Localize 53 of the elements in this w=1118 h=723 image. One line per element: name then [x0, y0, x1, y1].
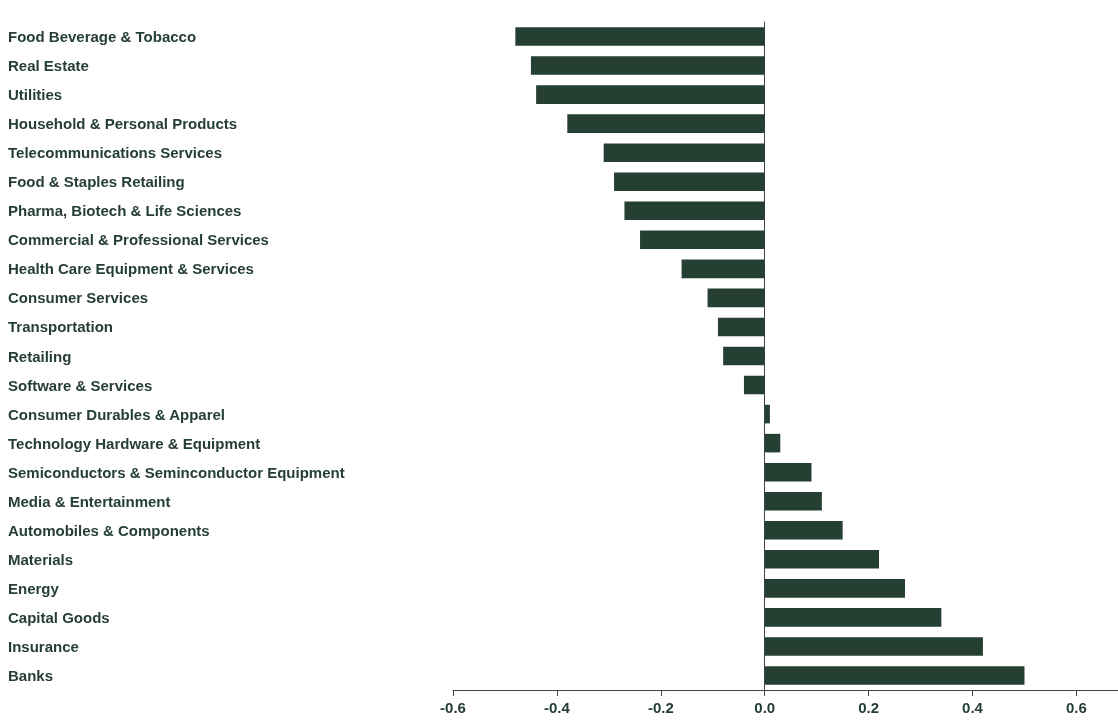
bar	[515, 27, 765, 46]
y-tick-label: Household & Personal Products	[8, 115, 238, 133]
y-tick-label: Retailing	[8, 347, 72, 365]
bar	[743, 375, 765, 395]
y-tick-label: Capital Goods	[8, 608, 110, 626]
bar	[764, 404, 770, 424]
y-tick-label: Energy	[8, 579, 60, 597]
bar	[764, 550, 880, 569]
y-tick-label: Materials	[8, 550, 74, 568]
bar	[764, 520, 843, 540]
bar	[723, 346, 765, 366]
bar	[614, 172, 765, 192]
y-tick-label: Media & Entertainment	[8, 492, 171, 510]
y-tick-label: Transportation	[8, 318, 114, 336]
bar	[624, 201, 765, 221]
bar	[764, 637, 983, 656]
y-tick-label: Real Estate	[8, 57, 89, 75]
bar	[603, 143, 765, 162]
y-tick-label: Utilities	[8, 86, 63, 104]
y-tick-label: Pharma, Biotech & Life Sciences	[8, 202, 242, 220]
y-tick-label: Automobiles & Components	[8, 521, 210, 539]
bar	[764, 462, 812, 482]
bar	[530, 56, 765, 75]
x-tick-label: 0.0	[754, 699, 776, 716]
y-tick-label: Software & Services	[8, 376, 153, 394]
x-tick-label: 0.2	[858, 699, 880, 716]
y-tick-label: Health Care Equipment & Services	[8, 260, 254, 278]
bar	[640, 230, 765, 250]
bar	[717, 317, 765, 337]
y-tick-label: Food & Staples Retailing	[8, 173, 185, 191]
bar	[764, 666, 1025, 685]
x-tick-label: 0.4	[962, 699, 984, 716]
bar	[764, 608, 942, 627]
y-tick-label: Telecommunications Services	[8, 144, 222, 162]
y-tick-label: Technology Hardware & Equipment	[8, 434, 261, 452]
x-tick-label: -0.4	[543, 699, 571, 716]
bar	[567, 114, 765, 133]
y-tick-label: Banks	[8, 666, 54, 684]
bar	[681, 259, 765, 279]
y-tick-label: Consumer Durables & Apparel	[8, 405, 225, 423]
y-tick-label: Consumer Services	[8, 289, 149, 307]
x-tick-label: -0.2	[647, 699, 674, 716]
bar	[764, 579, 905, 598]
bar	[764, 433, 781, 453]
y-tick-label: Insurance	[8, 637, 79, 655]
x-tick-label: -0.6	[440, 699, 466, 716]
y-tick-label: Semiconductors & Seminconductor Equipment	[8, 463, 345, 481]
bar	[707, 288, 765, 308]
bar	[764, 491, 822, 511]
x-tick-label: 0.6	[1066, 699, 1087, 716]
bar	[536, 85, 765, 104]
y-tick-label: Food Beverage & Tobacco	[8, 28, 197, 46]
y-tick-label: Commercial & Professional Services	[8, 231, 269, 249]
